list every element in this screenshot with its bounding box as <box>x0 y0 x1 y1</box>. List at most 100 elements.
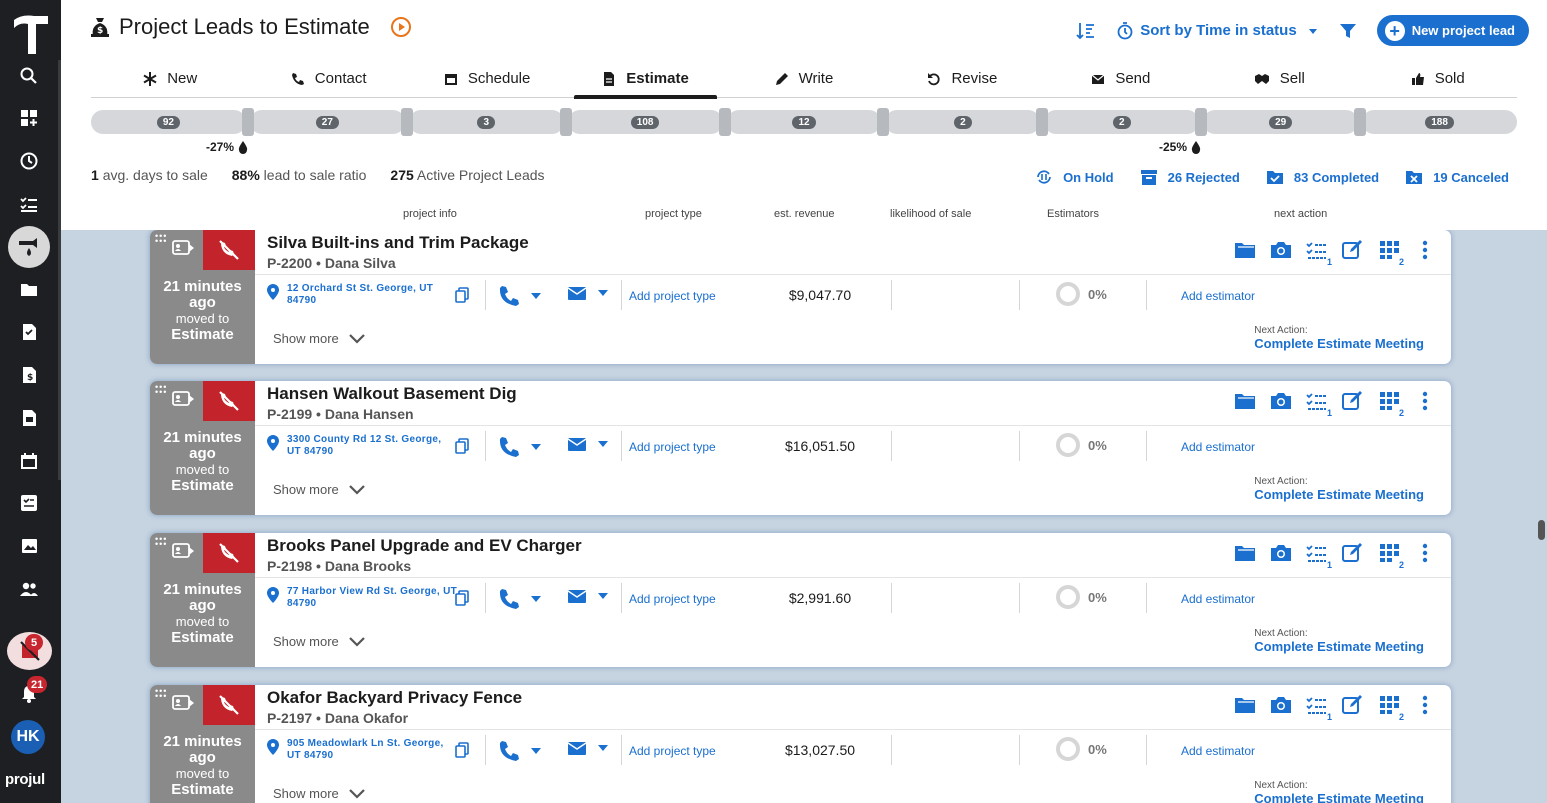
call-button[interactable] <box>498 285 542 307</box>
checklist-icon[interactable] <box>15 190 43 218</box>
drag-handle-icon[interactable]: ••• ••• <box>155 231 168 246</box>
caret-down-icon[interactable] <box>597 592 609 600</box>
camera-icon[interactable] <box>1269 389 1293 413</box>
add-estimator-link[interactable]: Add estimator <box>1181 744 1256 758</box>
pipeline-segment[interactable]: 3 <box>400 108 564 136</box>
hammer-logo-icon[interactable] <box>10 12 50 56</box>
alerts-icon[interactable]: 5 <box>7 632 52 670</box>
email-button[interactable] <box>567 740 609 756</box>
grid-icon[interactable]: 2 <box>1377 541 1404 570</box>
sort-order-icon[interactable] <box>1076 21 1096 41</box>
new-project-lead-button[interactable]: + New project lead <box>1376 15 1529 46</box>
email-button[interactable] <box>567 436 609 452</box>
add-project-type-link[interactable]: Add project type <box>629 744 716 758</box>
caret-down-icon[interactable] <box>530 747 542 755</box>
add-project-type-link[interactable]: Add project type <box>629 440 716 454</box>
search-icon[interactable] <box>15 62 43 90</box>
tab-revise[interactable]: Revise <box>883 60 1041 97</box>
address-text[interactable]: 3300 County Rd 12 St. George, UT 84790 <box>287 434 442 457</box>
user-avatar[interactable]: HK <box>11 720 45 754</box>
address-text[interactable]: 12 Orchard St St. George, UT 84790 <box>287 283 434 306</box>
lead-card[interactable]: ••• ••• 21 minutes ago moved to Estimate … <box>150 685 1451 803</box>
grid-icon[interactable]: 2 <box>1377 693 1404 722</box>
address[interactable]: 12 Orchard St St. George, UT 84790 <box>267 283 457 307</box>
add-estimator-link[interactable]: Add estimator <box>1181 592 1256 606</box>
address-text[interactable]: 905 Meadowlark Ln St. George, UT 84790 <box>287 738 444 761</box>
photos-icon[interactable] <box>15 532 43 560</box>
lead-name[interactable]: Silva Built-ins and Trim Package <box>267 233 529 252</box>
canceled-filter[interactable]: 19 Canceled <box>1405 168 1509 186</box>
tab-estimate[interactable]: Estimate <box>566 60 724 99</box>
email-button[interactable] <box>567 285 609 301</box>
address[interactable]: 77 Harbor View Rd St. George, UT 84790 <box>267 586 457 610</box>
tab-new[interactable]: New <box>91 60 249 97</box>
clock-icon[interactable] <box>15 147 43 175</box>
sort-dropdown[interactable]: Sort by Time in status <box>1116 21 1318 40</box>
lead-name[interactable]: Brooks Panel Upgrade and EV Charger <box>267 536 582 555</box>
pipeline-segment[interactable]: 2 <box>877 108 1041 136</box>
add-estimator-link[interactable]: Add estimator <box>1181 289 1256 303</box>
edit-icon[interactable] <box>1341 541 1365 565</box>
folder-icon[interactable] <box>1233 693 1257 717</box>
likelihood-of-sale[interactable]: 0% <box>1056 737 1107 761</box>
contact-card-icon[interactable] <box>172 541 196 561</box>
likelihood-of-sale[interactable]: 0% <box>1056 282 1107 306</box>
rail-scrollbar[interactable] <box>58 60 61 480</box>
copy-icon[interactable] <box>455 438 469 454</box>
tasks-icon[interactable]: 1 <box>1305 693 1332 722</box>
tasks-icon[interactable]: 1 <box>1305 238 1332 267</box>
address[interactable]: 905 Meadowlark Ln St. George, UT 84790 <box>267 738 457 762</box>
do-not-call-icon[interactable] <box>203 685 255 725</box>
caret-down-icon[interactable] <box>597 289 609 297</box>
caret-down-icon[interactable] <box>597 744 609 752</box>
address-text[interactable]: 77 Harbor View Rd St. George, UT 84790 <box>287 586 458 609</box>
pipeline-segment[interactable]: 27 <box>241 108 405 136</box>
copy-icon[interactable] <box>455 742 469 758</box>
do-not-call-icon[interactable] <box>203 230 255 270</box>
pipeline-segment[interactable]: 92 <box>91 110 246 134</box>
email-button[interactable] <box>567 588 609 604</box>
next-action[interactable]: Next Action: Complete Estimate Meeting <box>1254 780 1424 803</box>
col-project-info[interactable]: project info <box>403 208 457 220</box>
camera-icon[interactable] <box>1269 238 1293 262</box>
pipeline-segment[interactable]: 108 <box>559 108 723 136</box>
drag-handle-icon[interactable]: ••• ••• <box>155 686 168 701</box>
client-name[interactable]: Dana Silva <box>324 255 396 271</box>
caret-down-icon[interactable] <box>530 595 542 603</box>
tab-schedule[interactable]: Schedule <box>408 60 566 97</box>
project-leads-nav-icon[interactable] <box>8 226 50 268</box>
folder-icon[interactable] <box>1233 389 1257 413</box>
next-action-value[interactable]: Complete Estimate Meeting <box>1254 336 1424 351</box>
grid-icon[interactable]: 2 <box>1377 238 1404 267</box>
contact-card-icon[interactable] <box>172 389 196 409</box>
contact-card-icon[interactable] <box>172 693 196 713</box>
camera-icon[interactable] <box>1269 693 1293 717</box>
pipeline-segment[interactable]: 12 <box>718 108 882 136</box>
lead-name[interactable]: Hansen Walkout Basement Dig <box>267 384 517 403</box>
camera-icon[interactable] <box>1269 541 1293 565</box>
edit-icon[interactable] <box>1341 238 1365 262</box>
drag-handle-icon[interactable]: ••• ••• <box>155 534 168 549</box>
next-action-value[interactable]: Complete Estimate Meeting <box>1254 791 1424 803</box>
show-more-toggle[interactable]: Show more <box>273 634 365 649</box>
tasks-board-icon[interactable] <box>15 489 43 517</box>
col-next-action[interactable]: next action <box>1274 208 1328 220</box>
do-not-call-icon[interactable] <box>203 533 255 573</box>
grid-icon[interactable]: 2 <box>1377 389 1404 418</box>
tasks-icon[interactable]: 1 <box>1305 389 1332 418</box>
contact-card-icon[interactable] <box>172 238 196 258</box>
call-button[interactable] <box>498 436 542 458</box>
show-more-toggle[interactable]: Show more <box>273 482 365 497</box>
likelihood-of-sale[interactable]: 0% <box>1056 585 1107 609</box>
caret-down-icon[interactable] <box>597 440 609 448</box>
client-name[interactable]: Dana Brooks <box>324 558 412 574</box>
tab-send[interactable]: Send <box>1042 60 1200 97</box>
folder-icon[interactable] <box>1233 541 1257 565</box>
dashboard-icon[interactable] <box>15 104 43 132</box>
col-estimators[interactable]: Estimators <box>1047 208 1099 220</box>
next-action[interactable]: Next Action: Complete Estimate Meeting <box>1254 325 1424 351</box>
next-action-value[interactable]: Complete Estimate Meeting <box>1254 487 1424 502</box>
rejected-filter[interactable]: 26 Rejected <box>1140 168 1240 186</box>
invoice-icon[interactable]: $ <box>15 361 43 389</box>
copy-icon[interactable] <box>455 287 469 303</box>
